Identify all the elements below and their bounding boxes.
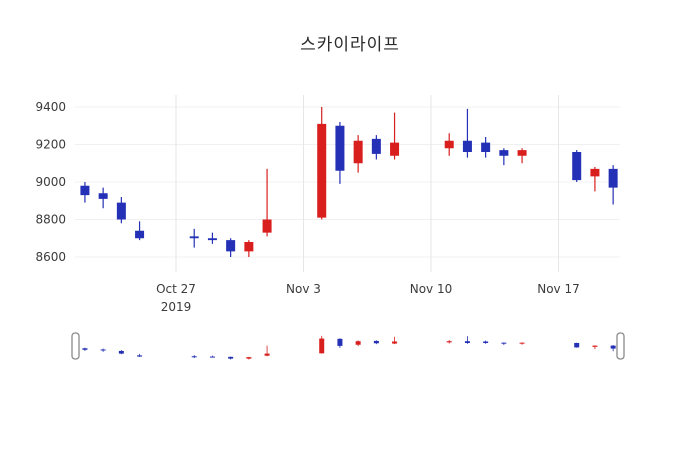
rangeslider-candle-body: [228, 356, 234, 359]
candle-body[interactable]: [244, 242, 254, 252]
y-axis-tick-label: 9200: [35, 138, 66, 152]
chart-title: 스카이라이프: [300, 35, 400, 55]
candle-body[interactable]: [572, 152, 582, 181]
rangeslider-left-handle[interactable]: [71, 332, 80, 360]
rangeslider-candle-body: [610, 345, 616, 349]
rangeslider-candle-body: [337, 338, 343, 346]
candle-body[interactable]: [135, 230, 145, 239]
rangeslider-candle-body: [264, 353, 270, 356]
x-axis-year-label: 2019: [161, 300, 192, 314]
candle-body[interactable]: [371, 138, 381, 154]
rangeslider-candle-body: [519, 342, 525, 344]
rangeslider-candle-body: [319, 338, 325, 354]
rangeslider-candle-body: [100, 349, 106, 351]
candle-body[interactable]: [499, 150, 509, 156]
candle-body[interactable]: [262, 219, 272, 233]
rangeslider-candle-body: [246, 357, 252, 359]
candle-body[interactable]: [335, 125, 345, 171]
y-axis-tick-label: 8800: [35, 213, 66, 227]
x-axis-tick-label: Nov 17: [537, 282, 580, 296]
rangeslider-candle-body: [355, 341, 361, 345]
candle-body[interactable]: [462, 140, 472, 152]
candle-body[interactable]: [608, 168, 618, 188]
candle-body[interactable]: [317, 123, 327, 218]
rangeslider-candle-body: [574, 342, 580, 348]
candle-body[interactable]: [517, 150, 527, 156]
x-axis-tick-label: Oct 27: [156, 282, 196, 296]
rangeslider-candle-body: [592, 345, 598, 347]
rangeslider-candle-body: [118, 350, 124, 354]
x-axis-tick-label: Nov 3: [286, 282, 321, 296]
candle-body[interactable]: [444, 140, 454, 149]
candle-body[interactable]: [481, 142, 491, 152]
rangeslider-candle-body: [82, 348, 88, 350]
x-axis-tick-label: Nov 10: [410, 282, 453, 296]
candle-body[interactable]: [80, 185, 90, 196]
rangeslider-candle-body: [446, 341, 452, 343]
candle-body[interactable]: [353, 140, 363, 164]
rangeslider-candle-body: [209, 356, 215, 358]
rangeslider-candle-body: [137, 355, 143, 357]
rangeslider-candle-body: [373, 340, 379, 344]
rangeslider-candle-body: [464, 341, 470, 343]
candle-body[interactable]: [226, 240, 236, 252]
rangeslider-candle-body: [392, 341, 398, 344]
candle-body[interactable]: [390, 142, 400, 156]
y-axis-tick-label: 9400: [35, 100, 66, 114]
candle-body[interactable]: [116, 202, 126, 220]
y-axis-tick-label: 9000: [35, 175, 66, 189]
rangeslider-right-handle[interactable]: [616, 332, 625, 360]
candle-body[interactable]: [98, 193, 108, 199]
candle-body[interactable]: [189, 236, 199, 239]
rangeslider-candle-body: [191, 356, 197, 358]
candle-body[interactable]: [207, 238, 217, 241]
rangeslider-candle-body: [483, 341, 489, 343]
y-axis-tick-label: 8600: [35, 250, 66, 264]
rangeslider-candle-body: [501, 342, 507, 344]
candle-body[interactable]: [590, 168, 600, 177]
